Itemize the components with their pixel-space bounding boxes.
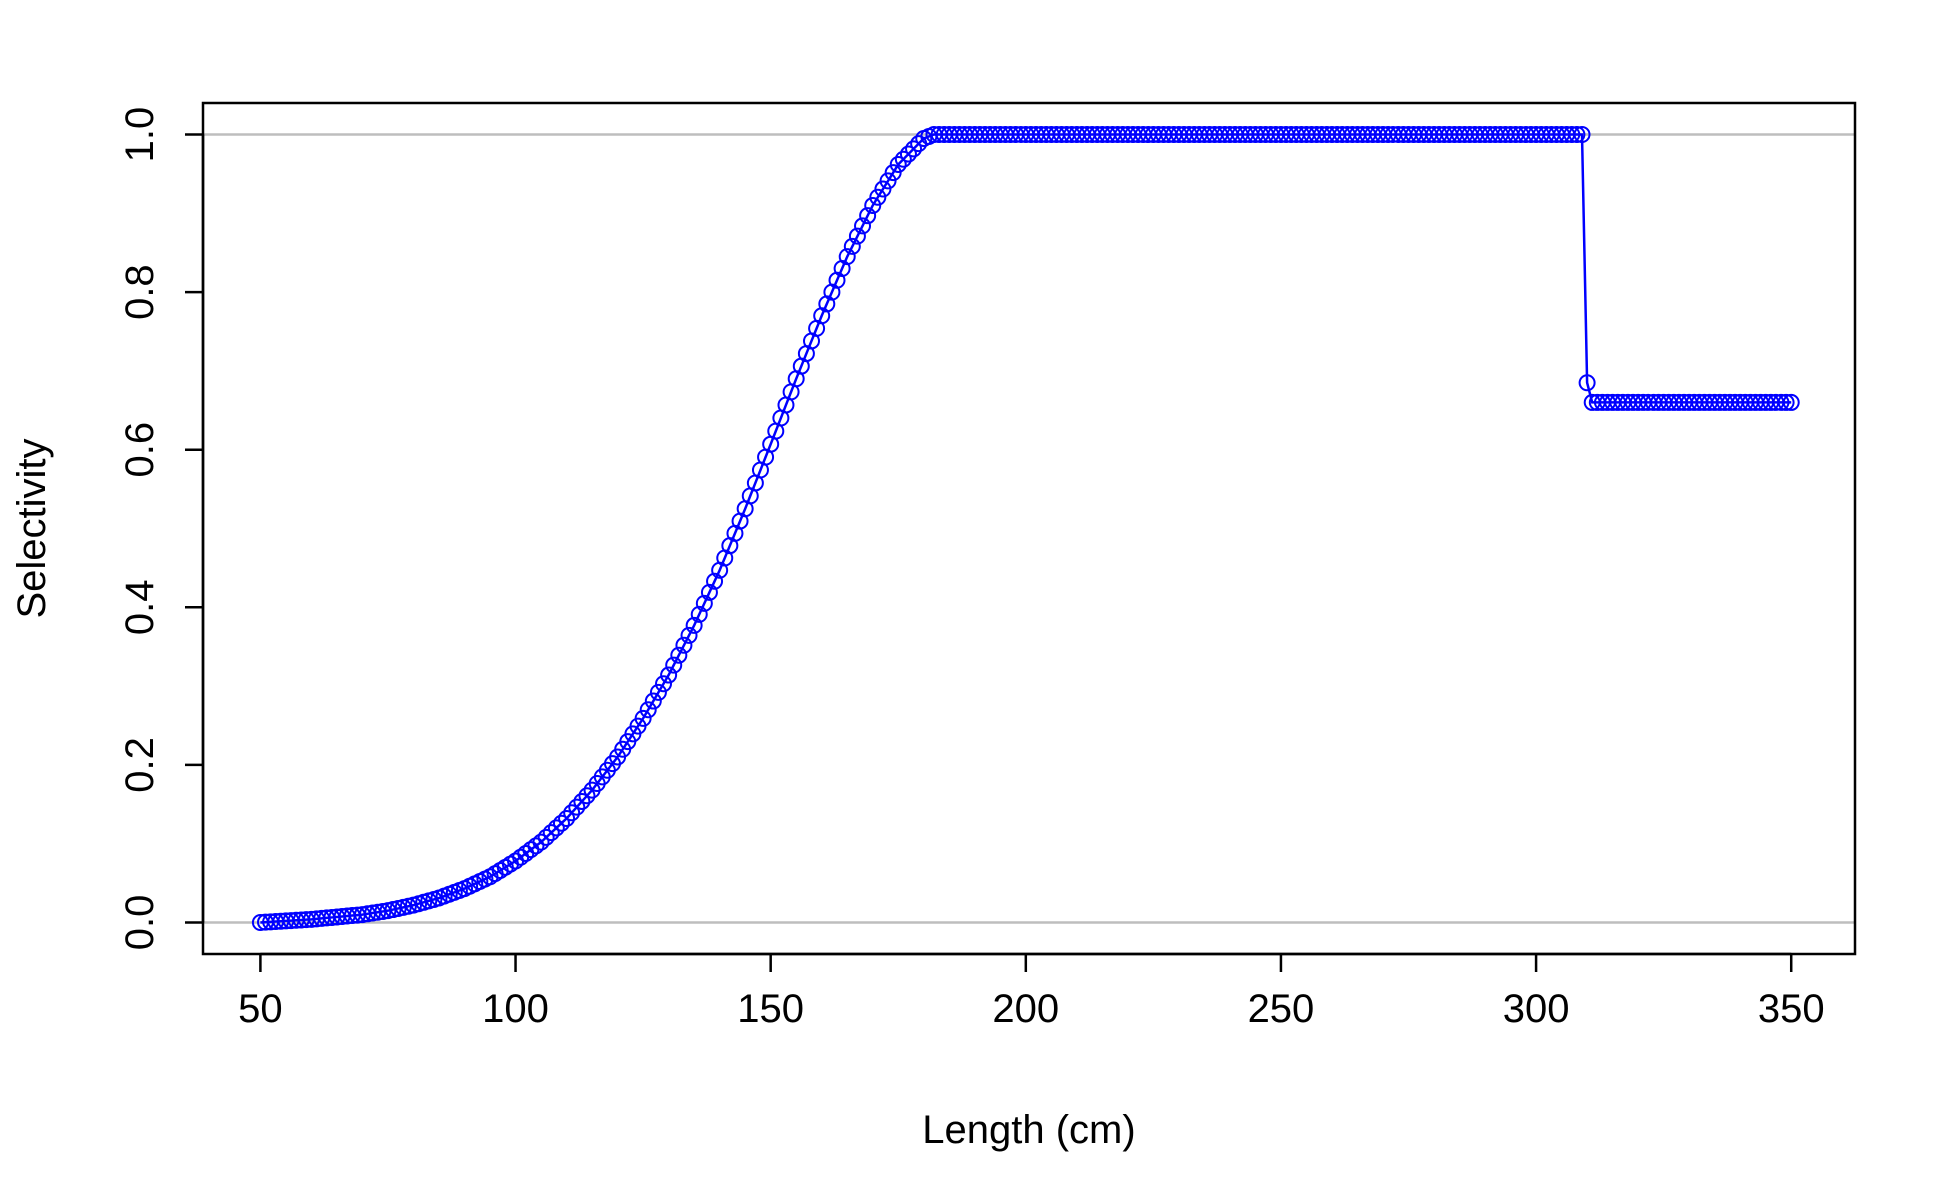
y-tick-label: 0.8 [118, 264, 162, 320]
data-point [1563, 126, 1581, 144]
data-point [675, 636, 693, 654]
y-tick-label: 0.6 [118, 422, 162, 478]
data-point [859, 207, 877, 225]
data-point [660, 666, 678, 684]
series-layer [251, 126, 1800, 931]
data-point [665, 656, 683, 674]
series-line [260, 133, 1792, 924]
data-point [1568, 126, 1586, 144]
x-tick-label: 150 [737, 987, 804, 1031]
data-point [905, 140, 923, 158]
data-point [552, 814, 570, 832]
data-point [644, 692, 662, 710]
data-point [1782, 393, 1800, 411]
data-point [639, 701, 657, 719]
data-point [874, 180, 892, 198]
data-point [690, 605, 708, 623]
data-point [537, 828, 555, 846]
y-tick-label: 0.4 [118, 579, 162, 635]
plot-frame [201, 101, 1857, 956]
data-point [838, 248, 856, 266]
data-point [864, 196, 882, 214]
data-point [894, 150, 912, 168]
data-point [542, 824, 560, 842]
data-point [1772, 393, 1790, 411]
x-tick-label: 200 [992, 987, 1059, 1031]
y-tick-label: 0.0 [118, 895, 162, 951]
y-tick-label: 0.2 [118, 737, 162, 793]
data-point [1777, 393, 1795, 411]
data-point [879, 172, 897, 190]
data-point [532, 833, 550, 851]
data-point [685, 616, 703, 634]
data-point [695, 594, 713, 612]
data-point [854, 217, 872, 235]
x-axis-title: Length (cm) [922, 1108, 1135, 1152]
data-point [527, 837, 545, 855]
data-point [568, 798, 586, 816]
data-point [573, 792, 591, 810]
data-point [1573, 126, 1591, 144]
x-tick-label: 250 [1248, 987, 1315, 1031]
data-point [848, 227, 866, 245]
data-point [563, 804, 581, 822]
data-point [700, 583, 718, 601]
data-point [655, 675, 673, 693]
data-point [558, 809, 576, 827]
data-point [1578, 374, 1596, 392]
x-tick-label: 350 [1758, 987, 1825, 1031]
y-axis-title: Selectivity [10, 438, 54, 618]
y-axis: 0.0 0.2 0.4 0.6 0.8 1.0 [118, 107, 205, 951]
data-point [634, 709, 652, 727]
y-tick-label: 1.0 [118, 107, 162, 163]
data-point [670, 646, 688, 664]
x-tick-label: 100 [482, 987, 549, 1031]
data-point [547, 819, 565, 837]
x-tick-label: 300 [1503, 987, 1570, 1031]
data-point [843, 237, 861, 255]
data-point [680, 626, 698, 644]
reference-lines [203, 133, 1855, 924]
data-point [884, 164, 902, 182]
data-point [899, 145, 917, 163]
x-tick-label: 50 [238, 987, 283, 1031]
x-axis: 50 100 150 200 250 300 350 [238, 952, 1825, 1031]
data-point [578, 787, 596, 805]
data-point [889, 155, 907, 173]
data-point [649, 683, 667, 701]
data-point [706, 572, 724, 590]
data-point [869, 188, 887, 206]
